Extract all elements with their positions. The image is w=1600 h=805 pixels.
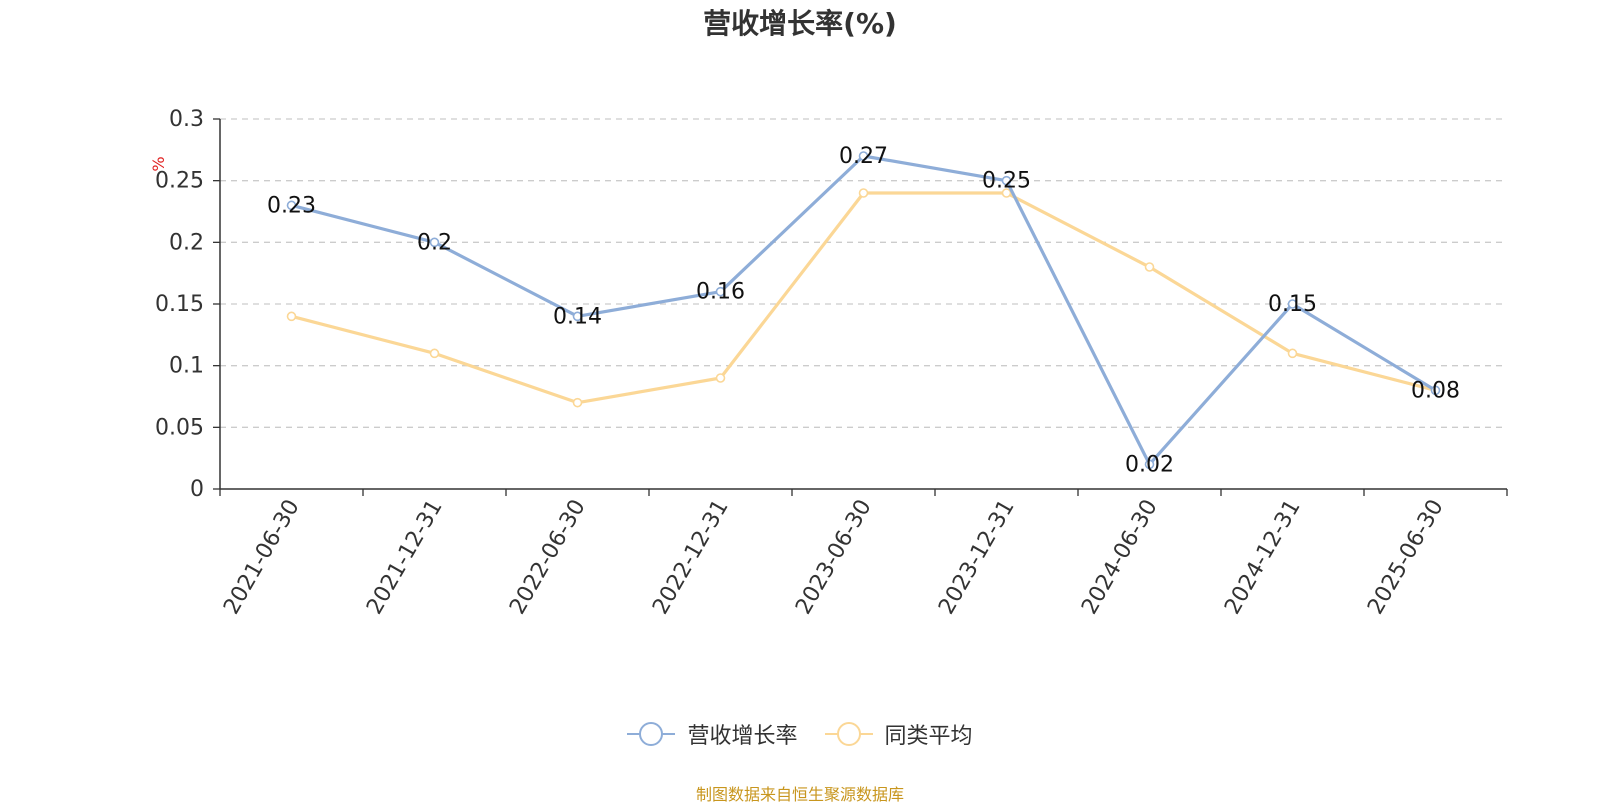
- legend-swatch-revenue-growth: [627, 722, 676, 746]
- data-point: [1287, 299, 1298, 309]
- y-tick-label: 0.25: [155, 169, 204, 194]
- data-label: 0.23: [267, 193, 316, 218]
- data-point: [1001, 175, 1012, 186]
- legend-label-revenue-growth: 营收增长率: [687, 724, 798, 749]
- y-tick-label: 0.3: [169, 107, 204, 132]
- data-point: [858, 151, 869, 161]
- chart-title: 营收增长率(%): [703, 7, 897, 40]
- data-point: [429, 348, 440, 359]
- data-point: [1144, 262, 1155, 272]
- legend-swatch-peer-average: [824, 722, 873, 746]
- data-label: 0.02: [1125, 452, 1174, 477]
- y-tick-label: 0.05: [155, 415, 204, 440]
- x-tick-label: 2022-06-30: [505, 496, 591, 619]
- legend-item-revenue-growth[interactable]: 营收增长率: [627, 718, 798, 750]
- data-point: [572, 311, 583, 322]
- x-tick-label: 2023-06-30: [791, 496, 877, 619]
- data-label: 0.08: [1411, 378, 1460, 403]
- data-point: [1430, 385, 1441, 396]
- legend: 营收增长率 同类平均: [0, 718, 1600, 752]
- data-point: [429, 237, 440, 248]
- x-tick-label: 2021-06-30: [219, 496, 305, 619]
- y-tick-label: 0: [190, 477, 204, 502]
- data-label: 0.16: [696, 280, 745, 305]
- data-label: 0.25: [982, 169, 1031, 194]
- x-tick-label: 2025-06-30: [1363, 496, 1449, 619]
- series-line: [291, 154, 1437, 466]
- x-tick-label: 2023-12-31: [934, 496, 1020, 619]
- data-point: [1001, 188, 1012, 198]
- axes: 0 0.05 0.1 0.15 0.2 0.25 0.3% 2021-06-30 2021-12…: [149, 107, 1508, 619]
- data-labels: 0.23 0.2 0.14 0.16 0.27 0.25 0.02 0.15 0.08: [267, 144, 1460, 477]
- data-point: [286, 200, 297, 211]
- y-tick-label: 0.2: [169, 230, 204, 255]
- data-label: 0.15: [1268, 292, 1317, 317]
- x-tick-label: 2022-12-31: [648, 496, 734, 619]
- series-lines: [286, 151, 1441, 470]
- source-note: 制图数据来自恒生聚源数据库: [695, 785, 904, 804]
- data-point: [1144, 459, 1155, 470]
- data-point: [286, 311, 297, 322]
- data-point: [715, 373, 726, 383]
- data-point: [715, 286, 726, 297]
- y-axis-unit-label: %: [149, 156, 168, 171]
- x-tick-label: 2024-06-30: [1077, 496, 1163, 619]
- data-label: 0.2: [417, 230, 452, 255]
- y-tick-label: 0.15: [155, 292, 204, 317]
- data-point: [572, 397, 583, 408]
- data-label: 0.14: [553, 304, 602, 329]
- data-point: [1287, 348, 1298, 359]
- data-point: [858, 188, 869, 198]
- legend-item-peer-average[interactable]: 同类平均: [824, 718, 973, 750]
- x-tick-label: 2021-12-31: [362, 496, 448, 619]
- y-tick-label: 0.1: [169, 354, 204, 379]
- x-tick-label: 2024-12-31: [1220, 496, 1306, 619]
- data-label: 0.27: [839, 144, 888, 169]
- chart-plot: 0 0.05 0.1 0.15 0.2 0.25 0.3% 2021-06-30 2021-12…: [149, 107, 1508, 619]
- legend-label-peer-average: 同类平均: [884, 724, 973, 749]
- series-line: [291, 191, 1436, 405]
